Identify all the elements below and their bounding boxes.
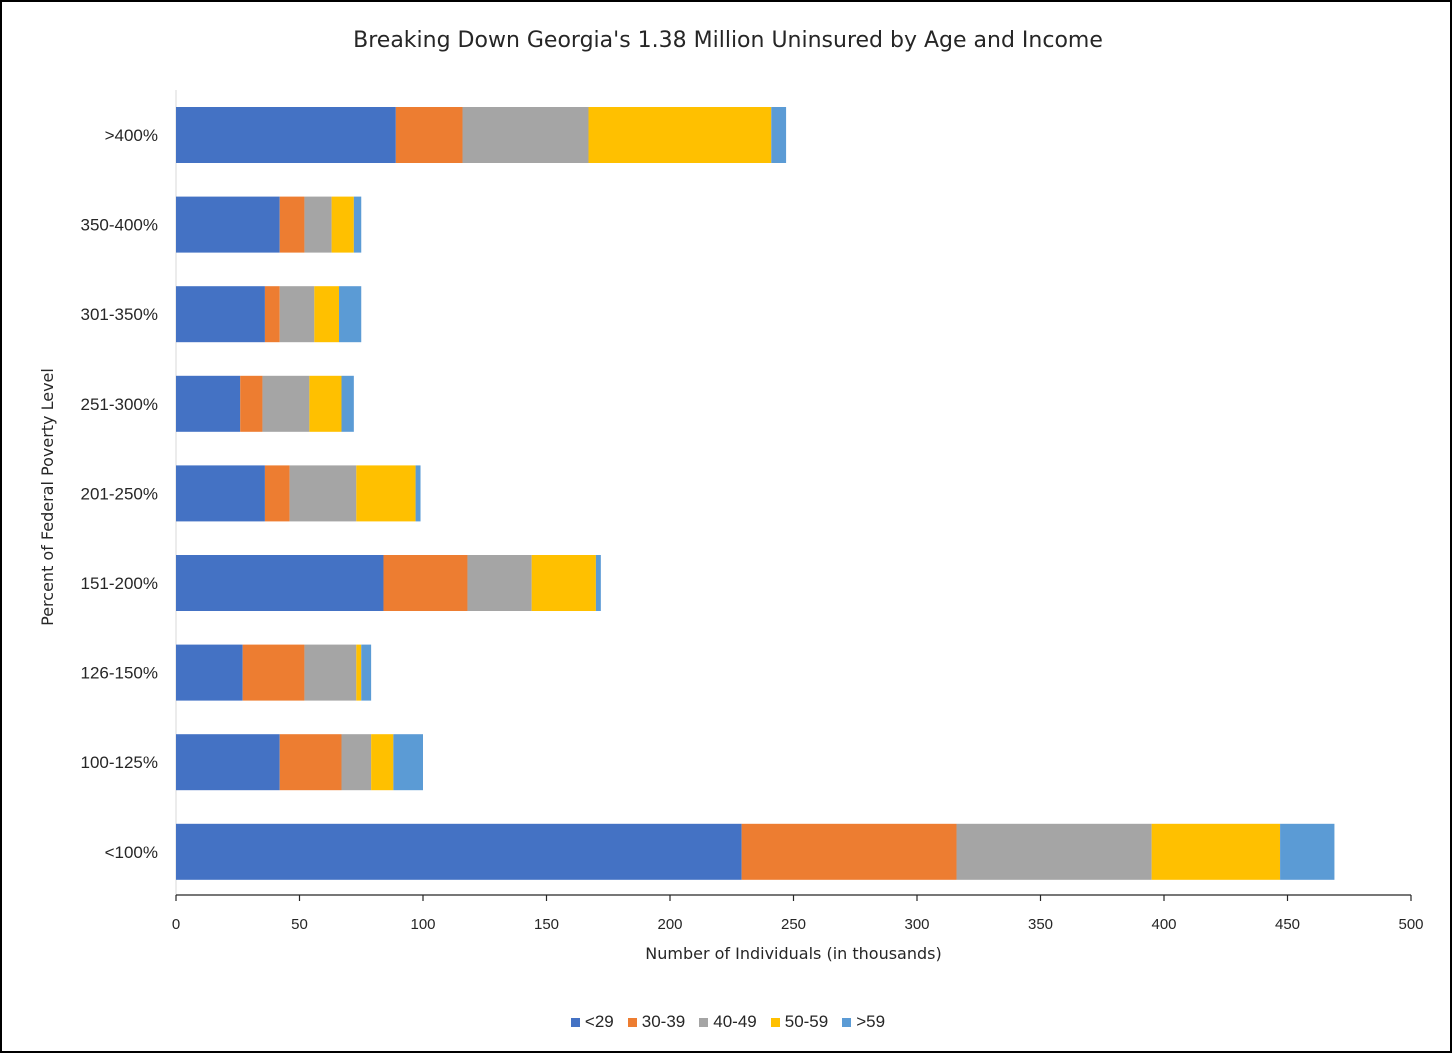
x-tick-label: 350 [1028,916,1053,933]
legend-item: >59 [842,1012,885,1032]
legend-swatch [770,1017,780,1027]
bar-1-5 [176,465,265,522]
x-tick-label: 0 [172,916,180,933]
bar-2-5 [264,465,290,522]
legend-label: <29 [584,1012,614,1031]
x-tick-label: 500 [1398,916,1423,933]
bar-2-1 [395,107,463,163]
x-tick-label: 100 [410,916,435,933]
bar-1-4 [176,375,241,432]
bar-3-7 [304,644,357,701]
bar-4-1 [588,107,772,163]
bar-1-7 [176,644,243,701]
legend-item: 50-59 [770,1012,829,1032]
bar-1-3 [176,286,265,343]
y-tick-label: 201-250% [80,484,158,503]
bar-2-2 [279,196,305,253]
y-tick-label: 301-350% [80,305,158,324]
bar-4-7 [356,644,362,701]
bar-5-4 [341,375,354,432]
bar-5-3 [339,286,362,343]
legend-label: >59 [856,1012,886,1031]
legend-label: 40-49 [713,1012,757,1031]
bar-2-8 [279,734,342,791]
legend-swatch [842,1017,852,1027]
bar-4-3 [314,286,340,343]
bar-2-6 [383,555,468,611]
bar-5-6 [595,555,601,611]
y-tick-label: 251-300% [80,395,158,414]
bar-5-8 [393,734,423,791]
bar-3-8 [341,734,372,791]
chart-title: Breaking Down Georgia's 1.38 Million Uni… [353,28,1103,53]
y-tick-label: 350-400% [80,216,158,235]
x-tick-label: 150 [534,916,559,933]
legend-label: 30-39 [641,1012,686,1031]
bar-4-6 [531,555,596,611]
legend-item: 40-49 [699,1012,757,1032]
bar-5-5 [415,465,421,522]
x-tick-label: 200 [657,916,682,933]
bar-1-2 [176,196,280,253]
legend-swatch [570,1017,580,1027]
chart-legend: <29 30-39 40-49 50-59 >59 [2,1012,1452,1032]
x-tick-label: 300 [904,916,929,933]
bar-5-1 [771,107,787,163]
bar-1-6 [176,555,384,611]
y-tick-label: 100-125% [80,753,158,772]
x-tick-label: 450 [1275,916,1300,933]
bar-5-9 [1280,823,1335,880]
legend-item: 30-39 [627,1012,686,1032]
bar-4-4 [309,375,342,432]
legend-swatch [699,1017,709,1027]
bar-2-4 [240,375,263,432]
bar-1-9 [176,823,742,880]
y-tick-label: >400% [105,126,158,145]
bar-3-3 [279,286,315,343]
legend-item: <29 [570,1012,614,1032]
bar-5-2 [353,196,362,253]
bar-4-8 [371,734,394,791]
bar-3-9 [956,823,1152,880]
x-tick-label: 50 [291,916,308,933]
bar-1-1 [176,107,396,163]
bar-5-7 [361,644,372,701]
y-tick-label: <100% [105,843,158,862]
bar-1-8 [176,734,280,791]
bar-4-2 [331,196,354,253]
bar-2-9 [741,823,957,880]
legend-label: 50-59 [784,1012,829,1031]
x-tick-label: 400 [1151,916,1176,933]
x-tick-label: 250 [781,916,806,933]
y-tick-label: 126-150% [80,664,158,683]
bar-3-5 [289,465,357,522]
x-axis-label: Number of Individuals (in thousands) [645,944,942,963]
bar-3-1 [462,107,589,163]
bar-4-9 [1151,823,1281,880]
bar-3-6 [467,555,532,611]
bar-2-3 [264,286,280,343]
legend-swatch [627,1017,637,1027]
bar-3-4 [262,375,310,432]
bar-3-2 [304,196,332,253]
bar-4-5 [356,465,416,522]
bar-2-7 [242,644,305,701]
y-tick-label: 151-200% [80,574,158,593]
